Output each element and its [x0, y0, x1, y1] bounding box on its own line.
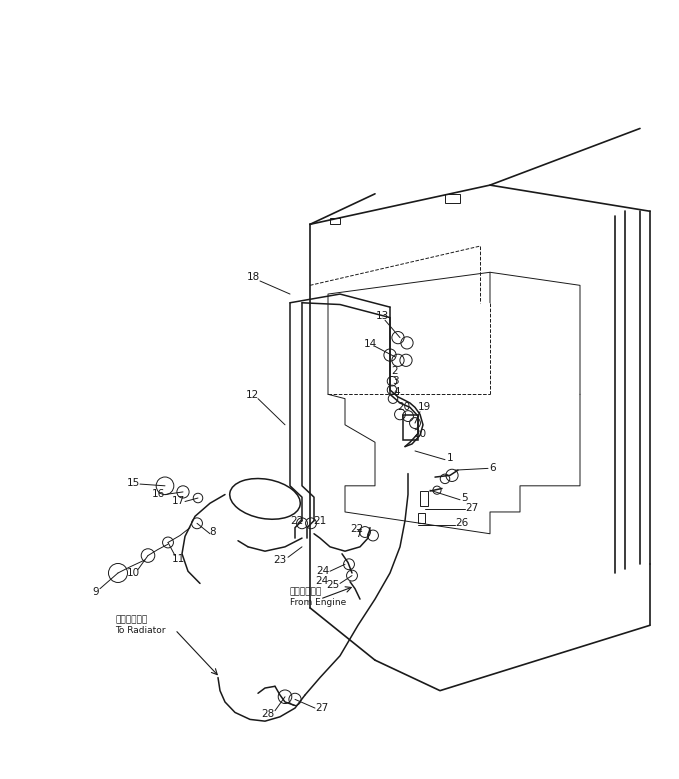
Bar: [420, 491, 428, 506]
Text: 24: 24: [316, 566, 329, 576]
Bar: [403, 414, 418, 440]
Text: 3: 3: [392, 376, 399, 386]
Text: 9: 9: [93, 587, 99, 597]
Text: 10: 10: [126, 568, 140, 578]
Text: 14: 14: [363, 339, 377, 349]
Text: 26: 26: [456, 518, 469, 528]
Text: 6: 6: [490, 463, 496, 473]
Text: 8: 8: [210, 527, 217, 537]
Text: 25: 25: [327, 580, 340, 590]
Text: 4: 4: [394, 386, 401, 397]
Text: 21: 21: [314, 516, 327, 526]
Text: 22: 22: [350, 524, 364, 534]
Text: 28: 28: [261, 709, 274, 719]
Text: 27: 27: [465, 502, 479, 513]
Text: 18: 18: [246, 273, 259, 283]
Text: 1: 1: [447, 453, 454, 463]
Text: 11: 11: [171, 554, 185, 564]
Text: 20: 20: [414, 428, 426, 439]
Text: 17: 17: [171, 495, 185, 506]
Text: 12: 12: [245, 390, 259, 400]
Text: 2: 2: [392, 366, 399, 375]
Bar: [445, 194, 460, 203]
Text: 19: 19: [418, 403, 430, 412]
Text: 16: 16: [151, 488, 164, 499]
Text: 5: 5: [462, 493, 469, 503]
Text: 23: 23: [274, 555, 287, 565]
Text: ラジエーター
To Radiator: ラジエーター To Radiator: [115, 615, 166, 635]
Bar: [330, 217, 340, 224]
Text: 20: 20: [397, 403, 411, 412]
Text: エンジンから
From Engine: エンジンから From Engine: [290, 587, 346, 607]
Text: 7: 7: [354, 529, 361, 539]
Text: 22: 22: [291, 516, 304, 526]
Text: 13: 13: [375, 311, 388, 321]
Text: 15: 15: [126, 478, 140, 488]
Text: 24: 24: [315, 576, 329, 586]
Bar: [418, 513, 425, 523]
Text: 27: 27: [315, 703, 329, 713]
